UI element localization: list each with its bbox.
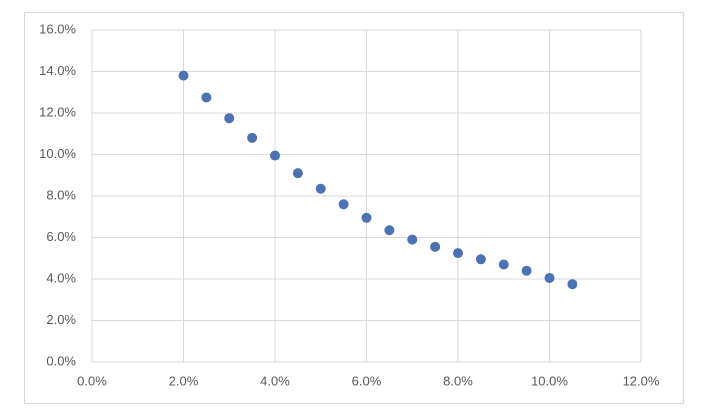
y-tick-label: 14.0% bbox=[39, 63, 76, 78]
chart-frame bbox=[24, 12, 684, 404]
point bbox=[453, 248, 463, 259]
x-tick-label: 12.0% bbox=[623, 373, 660, 388]
y-tick-label: 4.0% bbox=[46, 270, 76, 285]
point bbox=[315, 183, 326, 194]
y-tick-label: 12.0% bbox=[39, 104, 76, 119]
y-tick-label: 2.0% bbox=[46, 312, 76, 327]
point bbox=[224, 113, 235, 124]
x-tick-label: 6.0% bbox=[352, 373, 382, 388]
y-tick-label: 6.0% bbox=[46, 229, 76, 244]
point bbox=[361, 212, 372, 223]
x-tick-label: 8.0% bbox=[443, 373, 473, 388]
x-tick-label: 4.0% bbox=[260, 373, 290, 388]
y-tick-label: 10.0% bbox=[39, 146, 76, 161]
y-tick-label: 16.0% bbox=[39, 21, 76, 36]
point bbox=[498, 259, 509, 270]
point bbox=[201, 92, 212, 103]
x-tick-label: 2.0% bbox=[169, 373, 199, 388]
point bbox=[521, 265, 532, 276]
point bbox=[567, 279, 578, 290]
point bbox=[544, 272, 555, 283]
point bbox=[338, 199, 349, 210]
point bbox=[407, 234, 418, 245]
point bbox=[292, 168, 303, 179]
point bbox=[475, 254, 486, 265]
point bbox=[270, 150, 280, 161]
point bbox=[430, 241, 441, 252]
point bbox=[178, 70, 189, 81]
x-tick-label: 0.0% bbox=[77, 373, 107, 388]
x-tick-label: 10.0% bbox=[531, 373, 568, 388]
point bbox=[247, 132, 258, 143]
y-tick-label: 0.0% bbox=[46, 353, 76, 368]
point bbox=[384, 225, 395, 236]
y-tick-label: 8.0% bbox=[46, 187, 76, 202]
